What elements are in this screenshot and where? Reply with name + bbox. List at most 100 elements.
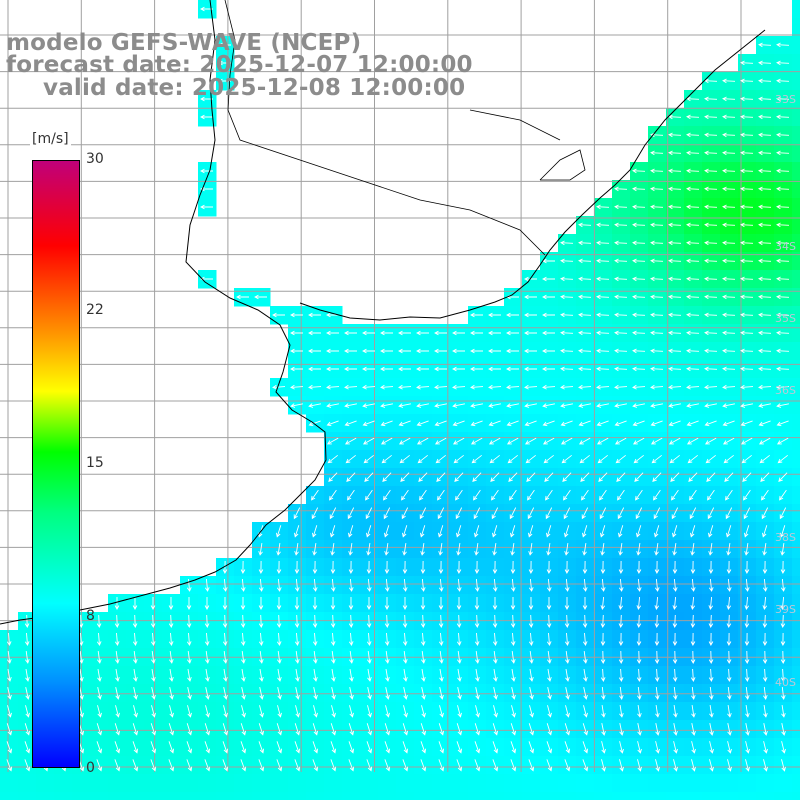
wind-arrow	[348, 597, 354, 610]
wind-arrow	[492, 597, 498, 610]
wind-arrow	[762, 668, 768, 682]
wind-arrow	[582, 723, 589, 736]
wind-arrow	[619, 686, 624, 700]
wind-arrow	[200, 168, 213, 174]
wind-arrow	[668, 276, 682, 282]
sea-cell	[396, 774, 415, 793]
wind-arrow	[240, 632, 246, 646]
wind-arrow	[493, 651, 498, 664]
wind-arrow	[758, 258, 772, 264]
wind-arrow	[705, 454, 716, 464]
wind-arrow	[133, 669, 138, 682]
wind-arrow	[25, 669, 30, 682]
wind-arrow	[420, 560, 426, 574]
wind-arrow	[187, 669, 192, 682]
wind-arrow	[293, 525, 300, 538]
wind-arrow	[650, 222, 664, 228]
wind-arrow	[546, 759, 553, 772]
wind-arrow	[704, 437, 717, 445]
wind-arrow	[524, 348, 537, 354]
wind-arrow	[151, 687, 156, 700]
wind-arrow	[563, 489, 571, 501]
wind-arrow	[488, 330, 501, 336]
wind-arrow	[383, 525, 390, 538]
sea-cell	[522, 774, 541, 793]
wind-arrow	[96, 632, 102, 646]
wind-arrow	[434, 420, 447, 427]
wind-arrow	[402, 632, 408, 646]
wind-arrow	[740, 420, 753, 427]
wind-arrow	[290, 384, 304, 390]
wind-arrow	[401, 525, 408, 538]
sea-cell	[36, 792, 55, 800]
wind-arrow	[650, 240, 664, 246]
wind-arrow	[380, 403, 393, 408]
wind-arrow	[349, 669, 354, 682]
wind-arrow	[650, 150, 664, 156]
sea-cell	[792, 432, 800, 451]
wind-arrow	[114, 723, 121, 736]
wind-arrow	[150, 741, 157, 754]
wind-arrow	[781, 686, 786, 700]
wind-arrow	[726, 543, 731, 556]
wind-arrow	[456, 614, 462, 628]
wind-arrow	[510, 578, 516, 592]
wind-arrow	[690, 596, 696, 610]
wind-arrow	[726, 650, 732, 664]
wind-arrow	[708, 596, 714, 610]
wind-arrow	[132, 741, 139, 754]
sea-cell	[702, 792, 721, 800]
wind-arrow	[614, 204, 628, 210]
wind-arrow	[330, 632, 336, 646]
wind-arrow	[668, 366, 682, 372]
wind-arrow	[758, 366, 772, 372]
wind-arrow	[398, 403, 411, 408]
wind-arrow	[347, 507, 355, 520]
wind-arrow	[689, 489, 697, 501]
wind-arrow	[312, 723, 319, 736]
wind-arrow	[776, 132, 790, 138]
wind-arrow	[740, 132, 754, 138]
wind-arrow	[758, 222, 772, 228]
wind-arrow	[223, 669, 228, 682]
wind-arrow	[614, 403, 627, 408]
sea-cell	[792, 468, 800, 487]
wind-arrow	[745, 705, 750, 718]
wind-arrow	[686, 150, 700, 156]
wind-arrow	[420, 597, 426, 610]
sea-cell	[342, 792, 361, 800]
wind-arrow	[384, 614, 390, 628]
wind-arrow	[761, 489, 769, 501]
wind-arrow	[488, 403, 501, 408]
wind-arrow	[776, 366, 790, 372]
wind-arrow	[362, 420, 375, 427]
wind-arrow	[420, 741, 427, 754]
wind-arrow	[78, 632, 84, 646]
wind-arrow	[366, 597, 372, 610]
wind-arrow	[186, 614, 192, 628]
sea-cell	[792, 558, 800, 577]
wind-arrow	[776, 240, 790, 246]
wind-arrow	[223, 651, 228, 664]
wind-arrow	[7, 669, 12, 682]
wind-arrow	[79, 705, 84, 718]
border-lines	[224, 0, 586, 256]
wind-arrow	[258, 578, 264, 592]
sea-cell	[720, 774, 739, 793]
wind-arrow	[348, 759, 355, 772]
wind-arrow	[761, 507, 769, 520]
wind-arrow	[475, 705, 480, 718]
wind-arrow	[687, 454, 698, 464]
wind-arrow	[745, 759, 750, 772]
wind-arrow	[547, 705, 552, 718]
wind-arrow	[7, 705, 12, 718]
wind-arrow	[740, 114, 754, 120]
sea-cell	[162, 774, 181, 793]
wind-arrow	[781, 705, 786, 718]
wind-arrow	[276, 597, 282, 610]
wind-arrow	[24, 723, 31, 736]
wind-arrow	[475, 687, 480, 700]
wind-arrow	[311, 489, 319, 501]
wind-arrow	[79, 669, 84, 682]
